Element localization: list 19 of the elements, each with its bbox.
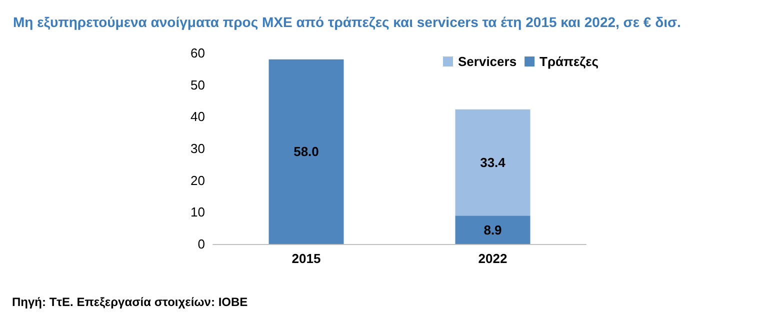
chart-title: Μη εξυπηρετούμενα ανοίγματα προς ΜΧΕ από τράπεζες και servicers τα έτη 2015 και 2022, σε € δισ.: [13, 14, 681, 30]
bar: [455, 109, 530, 216]
text: Πηγή: ΤτΕ. Επεξεργασία στοιχείων: ΙΟΒΕ: [12, 295, 248, 309]
bar: [268, 59, 344, 244]
x-tick-label: 2015: [292, 251, 321, 266]
legend-label: Servicers: [458, 54, 517, 69]
bar: [455, 216, 530, 244]
y-tick-label: 50: [190, 77, 205, 92]
y-tick-label: 10: [190, 204, 205, 220]
legend-label: Τράπεζες: [540, 54, 599, 69]
data-label: 33.4: [480, 155, 506, 170]
y-tick-label: 60: [190, 46, 205, 60]
y-tick-label: 40: [190, 109, 205, 124]
y-tick-label: 0: [198, 236, 205, 252]
y-tick-label: 20: [190, 172, 205, 188]
x-tick-label: 2022: [478, 251, 508, 266]
data-label: 58.0: [294, 144, 319, 160]
data-label: 8.9: [484, 222, 502, 238]
y-tick-label: 30: [190, 141, 205, 156]
